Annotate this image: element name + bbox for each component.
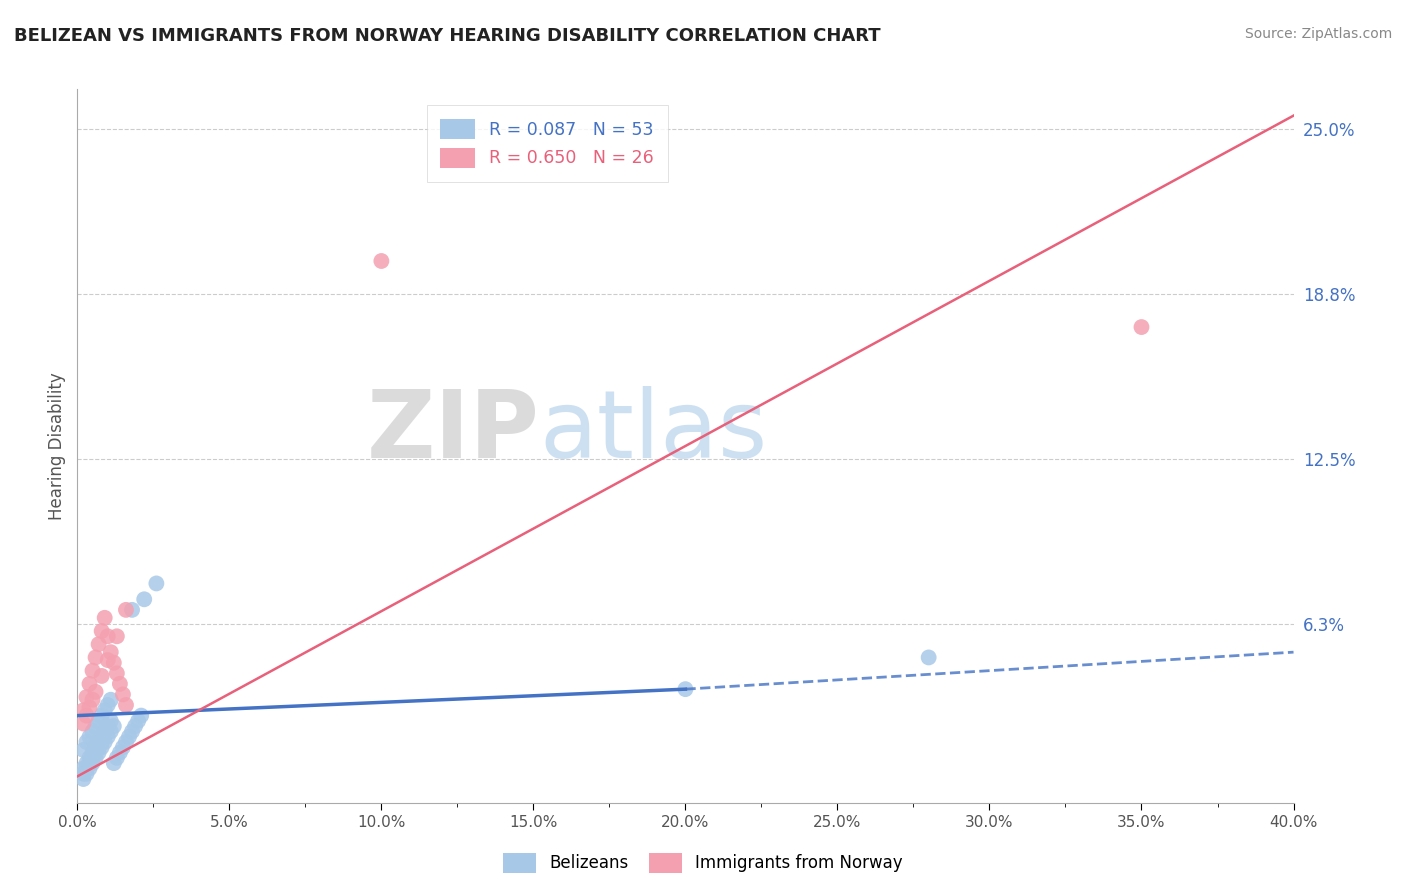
Point <box>115 735 138 749</box>
Point <box>97 730 120 744</box>
Point <box>93 703 115 717</box>
Point <box>97 653 120 667</box>
Point <box>82 751 104 765</box>
Point <box>93 724 115 739</box>
Point <box>370 254 392 268</box>
Y-axis label: Hearing Disability: Hearing Disability <box>48 372 66 520</box>
Point <box>108 677 131 691</box>
Point <box>87 714 110 728</box>
Point <box>90 740 112 755</box>
Point <box>82 664 104 678</box>
Point <box>87 637 110 651</box>
Point <box>115 603 138 617</box>
Point <box>84 685 107 699</box>
Point <box>84 650 107 665</box>
Point <box>87 740 110 755</box>
Point <box>97 629 120 643</box>
Point <box>121 603 143 617</box>
Point <box>79 751 101 765</box>
Point <box>103 756 125 771</box>
Point <box>127 714 149 728</box>
Point <box>84 751 107 765</box>
Point <box>97 698 120 712</box>
Point <box>79 677 101 691</box>
Legend: R = 0.087   N = 53, R = 0.650   N = 26: R = 0.087 N = 53, R = 0.650 N = 26 <box>426 105 668 182</box>
Point <box>84 740 107 755</box>
Point <box>72 772 94 786</box>
Point <box>108 746 131 760</box>
Point <box>100 714 122 728</box>
Point <box>93 611 115 625</box>
Point <box>79 700 101 714</box>
Point <box>82 746 104 760</box>
Text: atlas: atlas <box>540 385 768 478</box>
Point <box>121 724 143 739</box>
Point <box>145 576 167 591</box>
Point <box>124 719 146 733</box>
Point <box>75 735 97 749</box>
Point <box>111 740 134 755</box>
Point <box>84 746 107 760</box>
Point <box>90 735 112 749</box>
Point <box>75 756 97 771</box>
Text: ZIP: ZIP <box>367 385 540 478</box>
Point <box>72 743 94 757</box>
Point <box>118 730 141 744</box>
Point <box>75 766 97 780</box>
Point <box>103 656 125 670</box>
Point <box>105 629 128 643</box>
Point <box>675 682 697 697</box>
Point <box>79 761 101 775</box>
Point <box>100 645 122 659</box>
Point <box>93 735 115 749</box>
Point <box>87 735 110 749</box>
Point <box>84 719 107 733</box>
Point <box>79 730 101 744</box>
Point <box>918 650 941 665</box>
Point <box>82 724 104 739</box>
Point <box>82 756 104 771</box>
Point <box>82 692 104 706</box>
Point <box>100 692 122 706</box>
Point <box>72 761 94 775</box>
Point <box>90 624 112 638</box>
Point <box>1130 320 1153 334</box>
Point <box>75 690 97 704</box>
Point <box>72 766 94 780</box>
Point <box>105 666 128 681</box>
Point <box>97 719 120 733</box>
Point <box>79 756 101 771</box>
Legend: Belizeans, Immigrants from Norway: Belizeans, Immigrants from Norway <box>496 847 910 880</box>
Point <box>90 730 112 744</box>
Point <box>105 751 128 765</box>
Point <box>90 708 112 723</box>
Point <box>75 761 97 775</box>
Point <box>72 716 94 731</box>
Point <box>115 698 138 712</box>
Point <box>75 708 97 723</box>
Point <box>100 724 122 739</box>
Point <box>90 669 112 683</box>
Point <box>87 746 110 760</box>
Point <box>111 688 134 702</box>
Text: BELIZEAN VS IMMIGRANTS FROM NORWAY HEARING DISABILITY CORRELATION CHART: BELIZEAN VS IMMIGRANTS FROM NORWAY HEARI… <box>14 27 880 45</box>
Point <box>72 703 94 717</box>
Point <box>129 708 152 723</box>
Point <box>134 592 156 607</box>
Point <box>103 719 125 733</box>
Text: Source: ZipAtlas.com: Source: ZipAtlas.com <box>1244 27 1392 41</box>
